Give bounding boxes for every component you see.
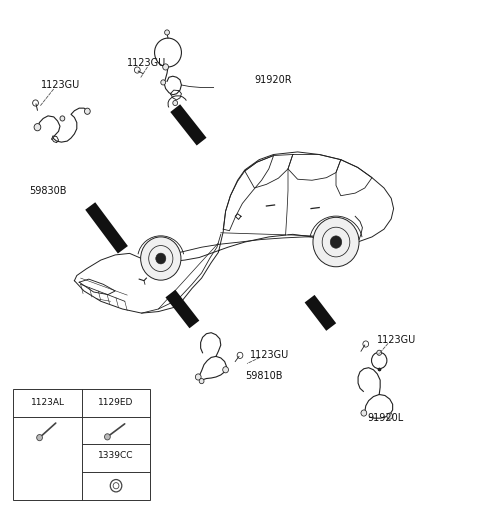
Circle shape bbox=[195, 374, 201, 380]
Text: 1123GU: 1123GU bbox=[41, 80, 80, 90]
Circle shape bbox=[163, 64, 168, 70]
Circle shape bbox=[105, 434, 110, 440]
Circle shape bbox=[330, 236, 342, 248]
Text: 1129ED: 1129ED bbox=[98, 398, 134, 407]
Bar bbox=[13, 389, 150, 500]
Circle shape bbox=[387, 413, 393, 419]
Text: 1339CC: 1339CC bbox=[98, 451, 134, 460]
Circle shape bbox=[60, 116, 65, 121]
Text: 1123GU: 1123GU bbox=[250, 350, 289, 360]
Circle shape bbox=[141, 237, 181, 280]
Circle shape bbox=[156, 253, 166, 264]
Circle shape bbox=[84, 108, 90, 114]
Text: 91920R: 91920R bbox=[254, 75, 292, 85]
Circle shape bbox=[361, 410, 367, 416]
Text: 1123GU: 1123GU bbox=[377, 335, 416, 345]
Circle shape bbox=[161, 80, 166, 85]
Circle shape bbox=[36, 435, 42, 441]
Circle shape bbox=[34, 124, 41, 131]
Circle shape bbox=[165, 30, 169, 35]
Text: 91920L: 91920L bbox=[367, 413, 404, 423]
Text: 1123AL: 1123AL bbox=[31, 398, 65, 407]
Text: 59810B: 59810B bbox=[245, 371, 282, 381]
Circle shape bbox=[223, 367, 228, 373]
Circle shape bbox=[377, 350, 382, 355]
Circle shape bbox=[173, 100, 178, 106]
Text: 1123GU: 1123GU bbox=[127, 58, 167, 68]
Circle shape bbox=[313, 217, 359, 267]
Text: 59830B: 59830B bbox=[29, 185, 66, 196]
Circle shape bbox=[199, 379, 204, 384]
